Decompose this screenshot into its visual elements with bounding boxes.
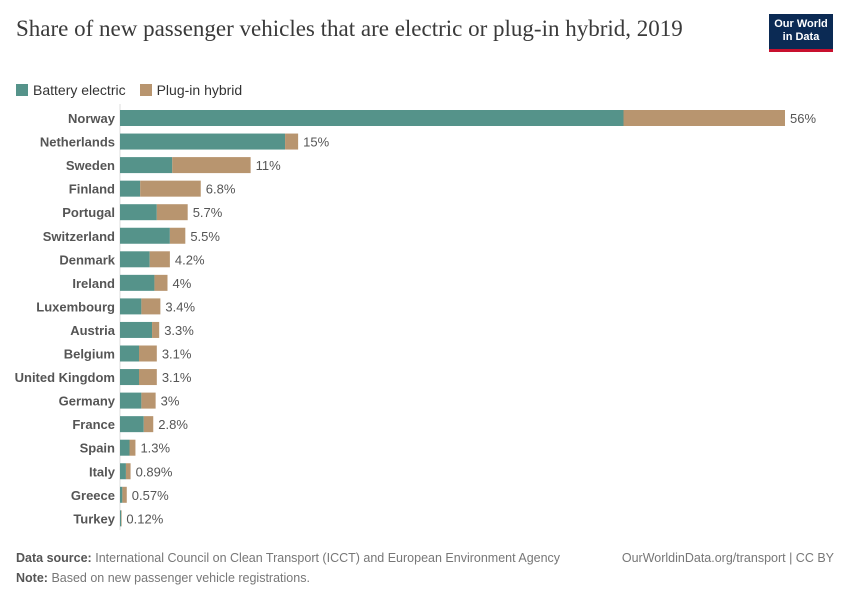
battery-swatch <box>16 84 28 96</box>
value-label: 3.1% <box>162 370 192 385</box>
plugin-bar <box>154 274 168 291</box>
battery-bar <box>120 133 286 150</box>
plugin-swatch <box>139 84 152 96</box>
legend-battery-label: Battery electric <box>33 82 126 98</box>
plugin-bar <box>125 463 131 480</box>
value-label: 3.1% <box>162 347 192 362</box>
source-text: International Council on Clean Transport… <box>95 551 561 565</box>
battery-bar <box>120 486 123 503</box>
category-label: Denmark <box>59 252 115 267</box>
battery-bar <box>120 157 173 174</box>
plugin-bar <box>156 204 188 221</box>
legend-battery[interactable]: Battery electric <box>16 82 126 98</box>
battery-bar <box>120 416 144 433</box>
battery-bar <box>120 298 142 315</box>
plugin-bar <box>139 369 157 386</box>
battery-bar <box>120 510 122 527</box>
category-label: Ireland <box>72 276 115 291</box>
source-label: Data source: <box>16 551 92 565</box>
battery-bar <box>120 274 155 291</box>
category-label: Spain <box>80 441 115 456</box>
category-label: Switzerland <box>43 229 115 244</box>
value-label: 4.2% <box>175 252 205 267</box>
category-label: Finland <box>69 182 115 197</box>
plugin-bar <box>129 439 136 456</box>
category-label: Sweden <box>66 158 115 173</box>
plugin-bar <box>122 486 127 503</box>
legend-plugin[interactable]: Plug-in hybrid <box>139 82 243 98</box>
value-label: 1.3% <box>140 441 170 456</box>
plugin-bar <box>169 227 186 244</box>
value-label: 4% <box>173 276 192 291</box>
plugin-bar <box>285 133 299 150</box>
value-label: 0.12% <box>126 511 163 526</box>
note-text: Based on new passenger vehicle registrat… <box>51 571 310 585</box>
category-label: France <box>72 417 115 432</box>
value-label: 56% <box>790 111 816 126</box>
battery-bar <box>120 180 141 197</box>
chart-title: Share of new passenger vehicles that are… <box>16 16 683 41</box>
plugin-bar <box>121 510 122 527</box>
value-label: 3.4% <box>165 299 195 314</box>
category-label: Netherlands <box>40 135 115 150</box>
plugin-bar <box>152 321 160 338</box>
category-label: Turkey <box>73 511 115 526</box>
value-label: 5.5% <box>190 229 220 244</box>
legend: Battery electric Plug-in hybrid <box>16 82 242 98</box>
logo-text: Our World in Data <box>774 18 828 43</box>
plugin-bar <box>149 251 170 268</box>
plugin-bar <box>141 298 161 315</box>
bar-chart: Norway 56% Netherlands 15% Sweden 11% Finland 6… <box>15 104 816 530</box>
value-label: 3% <box>161 394 180 409</box>
category-label: Austria <box>70 323 116 338</box>
battery-bar <box>120 321 153 338</box>
value-label: 11% <box>256 158 281 173</box>
category-label: Italy <box>89 464 116 479</box>
note-label: Note: <box>16 571 48 585</box>
value-label: 2.8% <box>158 417 188 432</box>
value-label: 3.3% <box>164 323 194 338</box>
plugin-bar <box>623 110 785 126</box>
plugin-bar <box>140 180 201 197</box>
plugin-bar <box>143 416 154 433</box>
value-label: 15% <box>303 135 329 150</box>
source-url[interactable]: OurWorldinData.org/transport | CC BY <box>621 551 834 565</box>
owid-logo[interactable]: Our World in Data <box>769 14 833 52</box>
plugin-bar <box>139 345 157 362</box>
battery-bar <box>120 345 139 362</box>
legend-plugin-label: Plug-in hybrid <box>156 82 243 98</box>
plugin-bar <box>172 157 251 174</box>
value-label: 5.7% <box>193 205 223 220</box>
category-label: Norway <box>68 111 116 126</box>
battery-bar <box>120 227 170 244</box>
value-label: 6.8% <box>206 182 236 197</box>
value-label: 0.89% <box>136 464 173 479</box>
category-label: Portugal <box>62 205 115 220</box>
battery-bar <box>120 369 139 386</box>
plugin-bar <box>141 392 156 409</box>
battery-bar <box>120 110 624 126</box>
battery-bar <box>120 251 150 268</box>
battery-bar <box>120 392 142 409</box>
category-label: Luxembourg <box>36 299 115 314</box>
category-label: United Kingdom <box>15 370 115 385</box>
category-label: Belgium <box>64 347 115 362</box>
category-label: Germany <box>59 394 116 409</box>
value-label: 0.57% <box>132 488 169 503</box>
footer: Data source: International Council on Cl… <box>16 548 834 588</box>
battery-bar <box>120 439 130 456</box>
battery-bar <box>120 204 157 221</box>
battery-bar <box>120 463 126 480</box>
category-label: Greece <box>71 488 115 503</box>
